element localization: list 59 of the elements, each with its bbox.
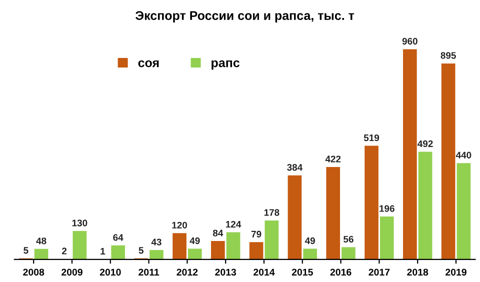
x-tick-label: 2015 [292,268,313,276]
bar [211,241,225,260]
data-label: 130 [72,220,88,226]
data-label: 5 [24,247,28,254]
x-tick-label: 2017 [368,268,390,276]
data-label: 384 [287,164,303,171]
bar [342,247,356,260]
bar [111,245,125,260]
x-tick-label: 2012 [176,268,198,276]
bar [34,248,48,260]
data-label: 960 [402,38,418,45]
data-label: 49 [304,237,315,244]
bar [72,230,87,260]
bar [172,233,186,260]
data-label: 895 [440,52,456,59]
legend-label: соя [138,60,159,68]
bar [326,167,340,260]
bar [456,163,471,260]
x-tick-label: 2014 [254,268,275,276]
x-tick-label: 2009 [62,268,82,276]
data-label: 1 [100,248,106,254]
bar [249,242,264,260]
x-tick-label: 2018 [407,268,428,276]
bar [403,49,417,260]
data-label: 196 [380,205,394,212]
data-label: 120 [172,222,188,229]
x-tick-label: 2019 [446,268,466,276]
data-label: 2 [62,248,67,254]
x-tick-label: 2013 [215,268,236,276]
bar [188,248,202,260]
legend-label: рапс [212,60,240,70]
data-label: 43 [151,238,162,246]
bar [380,216,394,260]
bar [364,146,378,260]
chart-title: Экспорт России сои и рапса, тыс. т [136,11,354,22]
data-label: 49 [190,237,200,244]
data-label: 492 [418,140,433,148]
data-label: 422 [325,156,341,162]
bar [303,248,317,260]
x-tick-label: 2011 [138,268,160,276]
data-label: 56 [344,236,354,243]
x-tick-label: 2008 [23,268,44,276]
data-label: 84 [212,230,224,236]
bar [441,63,456,260]
data-label: 440 [456,152,472,158]
data-label: 519 [364,134,380,142]
x-tick-label: 2016 [330,268,352,276]
bar [288,175,302,260]
data-label: 48 [36,238,46,244]
bar [418,152,432,260]
bar [150,250,164,260]
data-label: 124 [226,220,242,228]
data-label: 79 [251,230,262,238]
data-label: 178 [264,209,280,216]
x-tick-label: 2010 [100,268,121,276]
data-label: 64 [113,234,124,241]
bar [264,220,279,260]
data-label: 5 [138,247,144,254]
bar [226,232,240,260]
